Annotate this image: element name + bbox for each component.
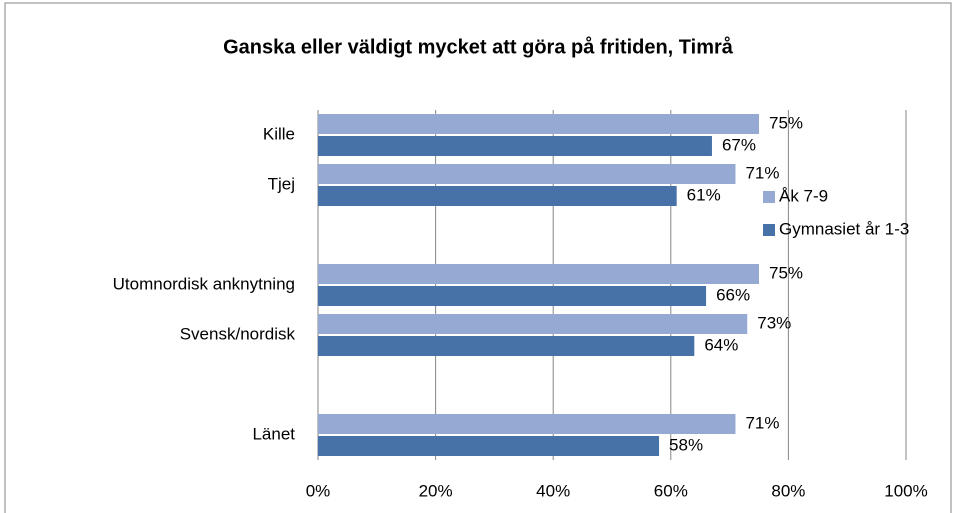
data-label: 71%	[745, 413, 779, 432]
data-label: 61%	[687, 185, 721, 204]
bar	[318, 114, 759, 134]
data-label: 67%	[722, 135, 756, 154]
data-label: 75%	[769, 113, 803, 132]
bar	[318, 264, 759, 284]
legend-swatch	[763, 224, 775, 236]
bar	[318, 186, 677, 206]
data-label: 64%	[704, 335, 738, 354]
data-label: 66%	[716, 285, 750, 304]
bar	[318, 336, 695, 356]
data-label: 58%	[669, 435, 703, 454]
x-tick-label: 40%	[536, 481, 570, 500]
bar	[318, 314, 748, 334]
bar	[318, 286, 707, 306]
legend-swatch	[763, 191, 775, 203]
y-tick-label: Svensk/nordisk	[180, 324, 296, 343]
x-tick-label: 0%	[306, 481, 331, 500]
x-tick-label: 20%	[419, 481, 453, 500]
bar	[318, 136, 712, 156]
data-label: 75%	[769, 263, 803, 282]
bar	[318, 414, 736, 434]
bar	[318, 436, 660, 456]
y-tick-label: Tjej	[268, 174, 295, 193]
legend-label: Åk 7-9	[779, 186, 828, 205]
chart-title: Ganska eller väldigt mycket att göra på …	[223, 35, 734, 58]
y-tick-label: Länet	[252, 424, 295, 443]
bar	[318, 164, 736, 184]
x-tick-label: 100%	[884, 481, 927, 500]
x-tick-label: 60%	[654, 481, 688, 500]
x-tick-label: 80%	[771, 481, 805, 500]
legend-label: Gymnasiet år 1-3	[779, 219, 909, 238]
y-tick-label: Kille	[263, 124, 295, 143]
y-tick-label: Utomnordisk anknytning	[113, 274, 295, 293]
data-label: 73%	[757, 313, 791, 332]
data-label: 71%	[745, 163, 779, 182]
